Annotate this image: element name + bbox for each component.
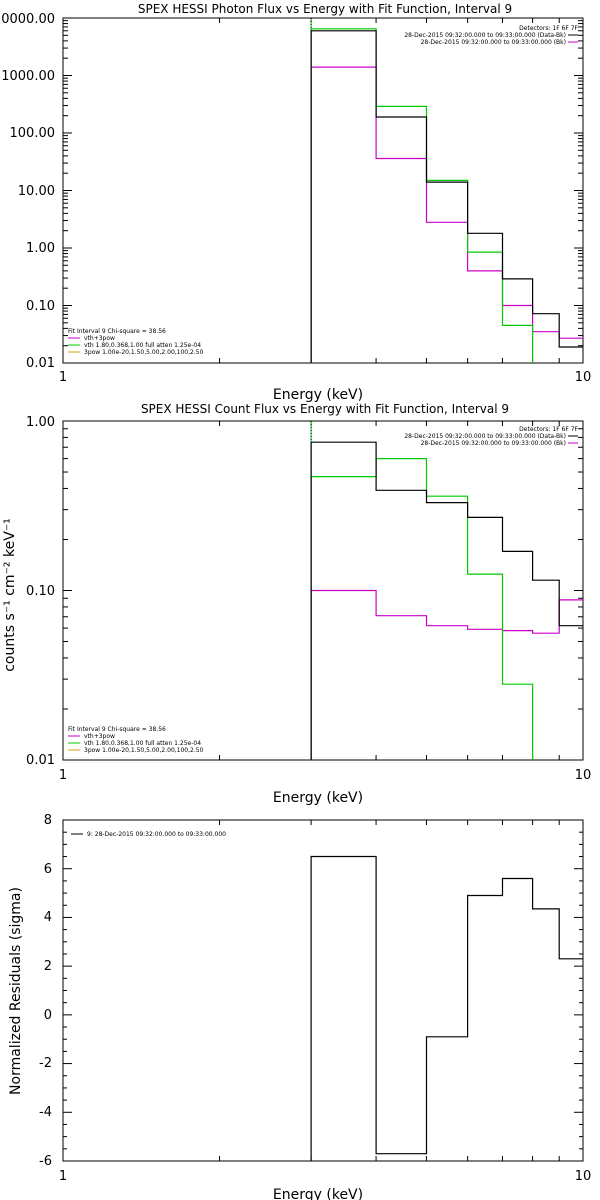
photon-flux-fit-line: 3pow 1.00e-20,1.50,5.00,2.00,100,2.50 bbox=[84, 349, 204, 356]
residuals-series-residuals bbox=[310, 855, 583, 1161]
count-flux-fit-line: vth 1.80,0.368,1.00 full atten 1.25e-04 bbox=[84, 740, 201, 747]
count-flux-x-tick-label: 1 bbox=[59, 768, 67, 783]
photon-flux-series-data-bk bbox=[310, 30, 583, 363]
residuals-plot-frame bbox=[62, 819, 584, 1162]
photon-flux-y-tick-label: 1000.00 bbox=[1, 69, 55, 84]
residuals-x-tick-label: 10 bbox=[575, 1169, 592, 1184]
count-flux-info-line: 28-Dec-2015 09:32:00.000 to 09:33:00.000… bbox=[404, 433, 566, 440]
photon-flux-x-axis-label: Energy (keV) bbox=[273, 387, 363, 403]
residuals-y-tick-label: 0 bbox=[44, 1008, 52, 1023]
photon-flux-panel: SPEX HESSI Photon Flux vs Energy with Fi… bbox=[0, 2, 591, 403]
photon-flux-series-vth-3pow bbox=[310, 28, 534, 363]
count-flux-info-line: Detectors: 1F 6F 7F bbox=[519, 426, 578, 433]
count-flux-series-data-bk bbox=[310, 441, 583, 760]
count-flux-y-tick-label: 0.01 bbox=[26, 753, 55, 768]
photon-flux-fit-line: vth+3pow bbox=[84, 335, 115, 342]
photon-flux-y-tick-label: 100.00 bbox=[10, 126, 56, 141]
residuals-y-tick-label: 6 bbox=[44, 862, 52, 877]
photon-flux-series-bk bbox=[310, 66, 583, 363]
residuals-legend-line: 9: 28-Dec-2015 09:32:00.000 to 09:33:00.… bbox=[87, 831, 226, 838]
residuals-x-axis-label: Energy (keV) bbox=[273, 1187, 363, 1200]
photon-flux-plot-frame bbox=[62, 17, 584, 364]
count-flux-series-bk bbox=[310, 589, 583, 760]
count-flux-panel: SPEX HESSI Count Flux vs Energy with Fit… bbox=[2, 402, 591, 806]
residuals-panel: 1 10 -6 -4 -2 0 2 4 6 8 Energy (keV) Nor… bbox=[8, 813, 591, 1200]
count-flux-y-tick-label: 0.10 bbox=[26, 584, 55, 599]
count-flux-x-tick-label: 10 bbox=[575, 768, 592, 783]
residuals-y-tick-label: 2 bbox=[44, 959, 52, 974]
count-flux-fit-line: vth+3pow bbox=[84, 733, 115, 740]
photon-flux-x-tick-label: 10 bbox=[575, 370, 592, 385]
residuals-y-tick-label: -6 bbox=[39, 1154, 52, 1169]
photon-flux-y-tick-label: 0.01 bbox=[26, 356, 55, 371]
count-flux-y-tick-label: 1.00 bbox=[26, 415, 55, 430]
photon-flux-fit-line: Fit Interval 9 Chi-square = 38.56 bbox=[68, 328, 166, 335]
residuals-axis-ticks bbox=[62, 819, 584, 1162]
photon-flux-title: SPEX HESSI Photon Flux vs Energy with Fi… bbox=[138, 2, 512, 16]
residuals-y-tick-label: -4 bbox=[39, 1105, 52, 1120]
photon-flux-y-tick-label: 10.00 bbox=[18, 184, 55, 199]
photon-flux-fit-line: vth 1.80,0.368,1.00 full atten 1.25e-04 bbox=[84, 342, 201, 349]
photon-flux-info-line: Detectors: 1F 6F 7F bbox=[519, 25, 578, 32]
count-flux-info-line: 28-Dec-2015 09:32:00.000 to 09:33:00.000… bbox=[421, 440, 566, 447]
residuals-x-tick-label: 1 bbox=[59, 1169, 67, 1184]
photon-flux-axis-ticks bbox=[62, 17, 584, 364]
count-flux-series-vth-3pow bbox=[310, 458, 534, 760]
count-flux-fit-line: 3pow 1.00e-20,1.50,5.00,2.00,100,2.50 bbox=[84, 747, 204, 754]
photon-flux-x-tick-label: 1 bbox=[59, 370, 67, 385]
count-flux-y-axis-label: counts s⁻¹ cm⁻² keV⁻¹ bbox=[2, 518, 18, 672]
residuals-y-tick-label: -2 bbox=[39, 1056, 52, 1071]
count-flux-title: SPEX HESSI Count Flux vs Energy with Fit… bbox=[141, 402, 509, 416]
photon-flux-y-tick-label: 10000.00 bbox=[0, 12, 55, 27]
residuals-y-axis-label: Normalized Residuals (sigma) bbox=[8, 887, 24, 1095]
photon-flux-y-tick-label: 0.10 bbox=[26, 299, 55, 314]
residuals-y-tick-label: 4 bbox=[44, 910, 52, 925]
photon-flux-y-tick-label: 1.00 bbox=[26, 241, 55, 256]
count-flux-x-axis-label: Energy (keV) bbox=[273, 790, 363, 806]
count-flux-fit-line: Fit Interval 9 Chi-square = 38.56 bbox=[68, 726, 166, 733]
photon-flux-info-line: 28-Dec-2015 09:32:00.000 to 09:33:00.000… bbox=[421, 39, 566, 46]
residuals-y-tick-label: 8 bbox=[44, 813, 52, 828]
photon-flux-info-line: 28-Dec-2015 09:32:00.000 to 09:33:00.000… bbox=[404, 32, 566, 39]
